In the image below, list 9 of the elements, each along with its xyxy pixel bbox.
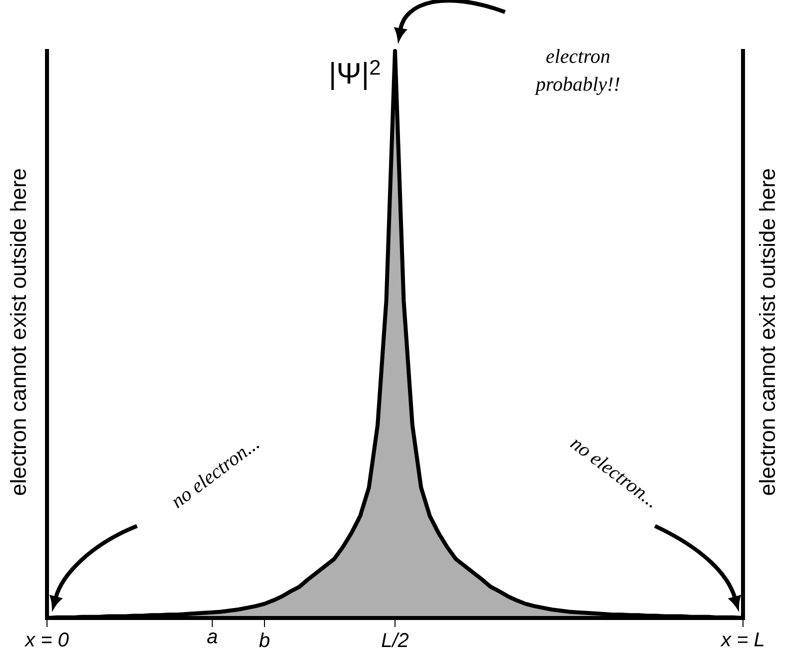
x-tick-label: a <box>207 632 218 644</box>
x-tick-label: b <box>259 632 270 648</box>
x-tick-label: x = L <box>720 632 764 646</box>
x-tick-label: L/2 <box>382 632 409 648</box>
text: electron cannot exist outside here <box>10 169 26 495</box>
text: electron cannot exist outside here <box>758 169 776 495</box>
annotation: electron probably!! <box>534 48 620 95</box>
annotation: |Ψ|$^{2}$ <box>331 60 380 90</box>
x-tick-label: x = 0 <box>24 632 69 647</box>
